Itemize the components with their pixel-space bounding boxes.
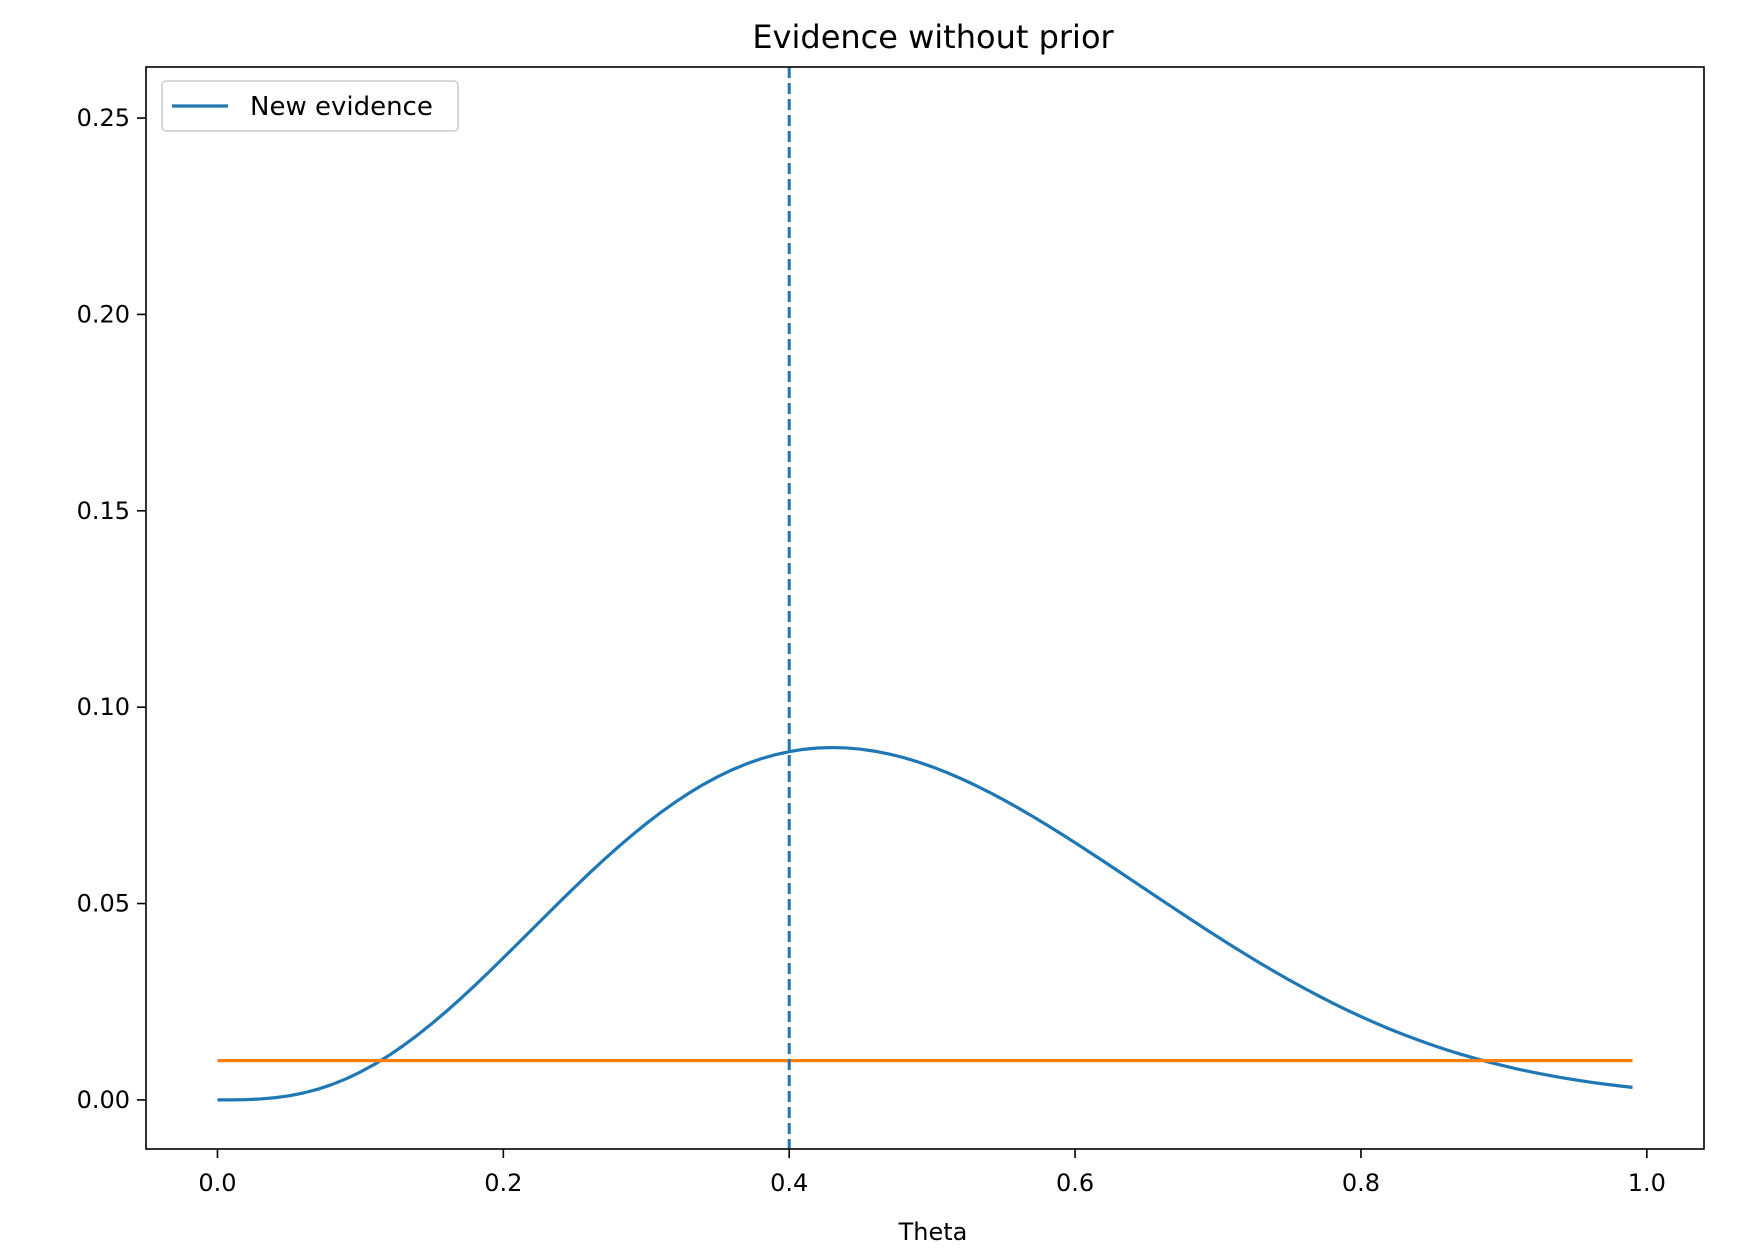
legend: New evidence [161, 80, 459, 132]
axes: 0.0 0.2 0.4 0.6 0.8 1.0 0.00 0.05 0.10 0.15 0.20 0.… [77, 66, 1705, 1197]
x-tick-label: 0.0 [198, 1169, 236, 1197]
chart-title: Evidence without prior [752, 18, 1114, 56]
new-evidence-series-line [217, 745, 1633, 1102]
x-tick-label: 0.4 [770, 1169, 808, 1197]
x-axis-label: Theta [898, 1218, 968, 1246]
x-tick-label: 0.6 [1056, 1169, 1094, 1197]
x-tick-label: 0.2 [484, 1169, 522, 1197]
y-tick-label: 0.00 [77, 1086, 130, 1114]
legend-label: New evidence [250, 92, 433, 122]
legend-box [161, 80, 459, 132]
y-tick-label: 0.10 [77, 693, 130, 721]
x-tick-label: 1.0 [1628, 1169, 1666, 1197]
y-tick-label: 0.25 [77, 104, 130, 132]
axes-frame [145, 66, 1705, 1150]
plot-area [217, 67, 1633, 1149]
y-tick-label: 0.05 [77, 890, 130, 918]
x-tick-label: 0.8 [1342, 1169, 1380, 1197]
plot-content [217, 67, 1633, 1149]
y-tick-label: 0.15 [77, 497, 130, 525]
y-tick-label: 0.20 [77, 300, 130, 328]
